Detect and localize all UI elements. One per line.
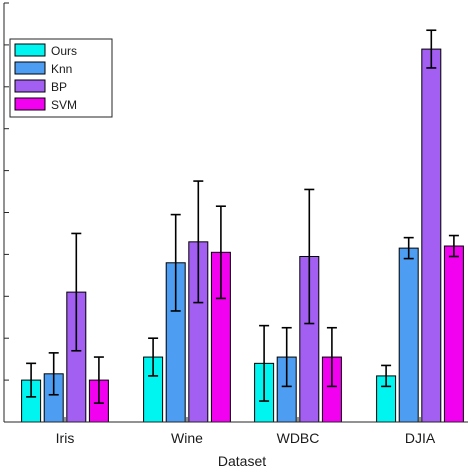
x-tick-label-wine: Wine bbox=[171, 430, 203, 446]
error-bar-bp-wine bbox=[193, 180, 204, 304]
error-bar-svm-djia bbox=[448, 234, 459, 258]
error-bar-knn-wdbc bbox=[281, 326, 292, 388]
error-bar-svm-wdbc bbox=[326, 326, 337, 388]
x-tick-label-iris: Iris bbox=[56, 430, 75, 446]
error-bar-bp-iris bbox=[71, 232, 82, 352]
bar-knn-djia bbox=[398, 247, 419, 423]
error-bars bbox=[26, 29, 459, 404]
error-bar-knn-djia bbox=[403, 236, 414, 260]
legend-swatch-ours bbox=[14, 43, 46, 57]
x-axis-label: Dataset bbox=[218, 453, 266, 469]
error-bar-knn-wine bbox=[170, 213, 181, 312]
error-bar-bp-djia bbox=[426, 29, 437, 69]
legend-label-knn: Knn bbox=[51, 62, 72, 76]
legend-label-bp: BP bbox=[51, 80, 67, 94]
legend-swatch-knn bbox=[14, 61, 46, 75]
legend-swatch-svm bbox=[14, 97, 46, 111]
legend-label-svm: SVM bbox=[51, 98, 77, 112]
error-bar-ours-djia bbox=[381, 364, 392, 388]
bar-bp-djia bbox=[421, 48, 442, 423]
error-bar-bp-wdbc bbox=[304, 188, 315, 325]
legend-label-ours: Ours bbox=[51, 44, 77, 58]
error-bar-knn-iris bbox=[48, 352, 59, 396]
bar-svm-djia bbox=[443, 245, 464, 423]
error-bar-ours-iris bbox=[26, 362, 37, 398]
x-tick-label-wdbc: WDBC bbox=[277, 430, 320, 446]
legend-swatch-bp bbox=[14, 79, 46, 93]
error-bar-svm-wine bbox=[215, 205, 226, 300]
legend: Ours Knn BP SVM bbox=[9, 38, 113, 118]
x-tick-labels: Iris Wine WDBC DJIA bbox=[56, 430, 436, 446]
error-bar-ours-wdbc bbox=[259, 324, 270, 402]
error-bar-ours-wine bbox=[148, 337, 159, 377]
x-tick-label-djia: DJIA bbox=[405, 430, 436, 446]
error-bar-svm-iris bbox=[93, 356, 104, 404]
axes bbox=[3, 2, 468, 423]
